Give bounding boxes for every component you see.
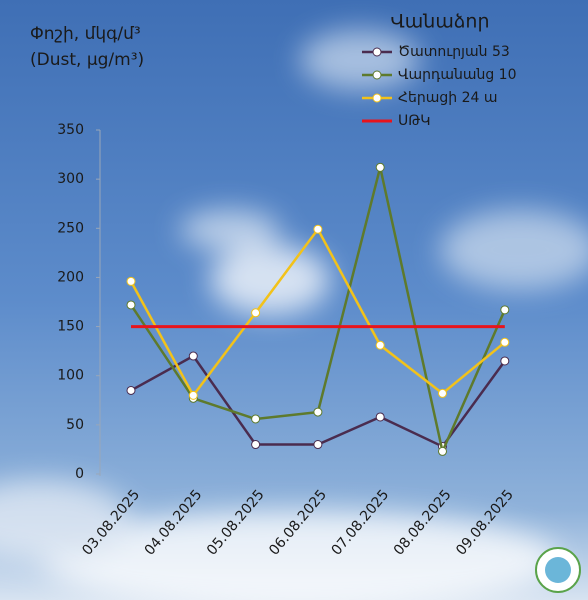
point [500,337,510,347]
point [251,414,261,424]
point [500,356,510,366]
y-tick-label: 300 [57,171,84,187]
point [438,388,447,398]
point [188,351,198,361]
legend-label: Հերացի 24 ա [398,90,498,106]
legend-marker [372,93,382,103]
legend-marker [372,70,382,80]
point [126,385,136,395]
logo [535,547,581,593]
point [313,440,323,450]
legend-marker [372,47,382,57]
point [375,412,385,422]
point [126,276,136,286]
point [313,407,323,417]
point [375,340,385,350]
point [500,305,510,315]
point [251,440,261,450]
y-tick-label: 350 [57,122,84,138]
point [438,446,447,456]
chart-title: Փոշի, մկգ/մ³ [30,24,141,44]
point [126,300,136,310]
legend-label: Ծատուրյան 53 [398,44,510,60]
chart-subtitle: (Dust, µg/m³) [30,50,144,70]
legend-title: Վանաձոր [390,11,489,33]
point [251,308,261,318]
legend-label: Վարդանանց 10 [398,67,517,83]
point [375,162,385,172]
point [188,390,198,400]
y-tick-label: 50 [66,417,84,433]
y-tick-label: 250 [57,220,84,236]
y-tick-label: 0 [75,466,84,482]
y-tick-label: 100 [57,368,84,384]
legend-label: ՍԹԿ [398,113,431,129]
y-tick-label: 200 [57,269,84,285]
point [313,224,323,234]
y-tick-label: 150 [57,319,84,335]
